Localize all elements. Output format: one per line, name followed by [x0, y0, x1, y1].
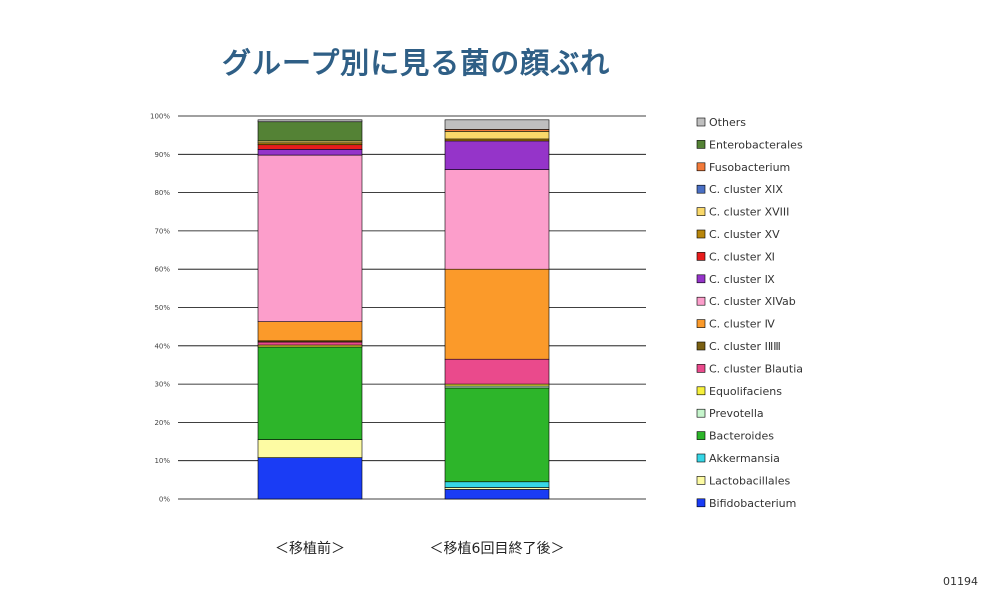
- y-tick-label: 40%: [154, 342, 170, 350]
- legend-swatch: [696, 364, 706, 373]
- bar-segment: [444, 268, 550, 360]
- legend-label: Lactobacillales: [709, 474, 790, 487]
- legend-label: Prevotella: [709, 407, 764, 420]
- y-tick-label: 70%: [154, 227, 170, 235]
- legend-label: Enterobacterales: [709, 138, 803, 151]
- bar-segment: [444, 358, 550, 385]
- legend-swatch: [696, 252, 706, 261]
- legend-swatch: [696, 498, 706, 508]
- bar-segment: [444, 387, 550, 483]
- legend-swatch: [696, 229, 706, 239]
- legend-label: C. cluster XIX: [709, 183, 783, 196]
- category-label: ＜移植6回目終了後＞: [430, 541, 565, 557]
- legend-label: C. cluster ⅠⅡⅢ: [709, 340, 781, 353]
- legend-swatch: [696, 207, 706, 216]
- bar-segment: [444, 169, 550, 270]
- legend-swatch: [696, 341, 706, 351]
- legend-swatch: [696, 476, 706, 485]
- bar-segment: [257, 439, 363, 458]
- bar-segment: [257, 149, 363, 156]
- y-tick-label: 20%: [154, 419, 170, 427]
- legend-swatch: [696, 319, 706, 328]
- bar-segment: [257, 154, 363, 322]
- legend-swatch: [696, 274, 706, 284]
- y-tick-label: 60%: [154, 266, 170, 274]
- bar-segment: [444, 140, 550, 170]
- category-label: ＜移植前＞: [275, 540, 345, 557]
- legend-swatch: [696, 162, 706, 172]
- legend-label: C. cluster XVIII: [709, 206, 789, 219]
- legend-swatch: [696, 386, 706, 396]
- legend-label: C. cluster Ⅺ: [709, 250, 775, 263]
- legend-swatch: [696, 140, 706, 149]
- y-tick-label: 90%: [154, 151, 170, 159]
- legend-label: C. cluster Ⅸ: [709, 273, 775, 286]
- legend-label: C. cluster Ⅳ: [709, 318, 776, 331]
- bar-segment: [444, 481, 550, 488]
- legend-swatch: [696, 296, 706, 306]
- bar-segment: [257, 119, 363, 123]
- y-tick-label: 50%: [154, 304, 170, 312]
- page-number: 01194: [943, 575, 978, 588]
- legend-label: Equolifaciens: [709, 385, 782, 398]
- legend-swatch: [696, 453, 706, 463]
- y-tick-label: 10%: [154, 457, 170, 465]
- legend-label: C. cluster XIVab: [709, 295, 796, 308]
- legend-swatch: [696, 117, 706, 127]
- y-tick-label: 30%: [154, 381, 170, 389]
- bar-segment: [444, 119, 550, 130]
- bar-segment: [444, 131, 550, 140]
- y-tick-label: 100%: [150, 113, 170, 121]
- bar-segment: [257, 341, 363, 346]
- legend-swatch: [696, 184, 706, 194]
- legend-label: Fusobacterium: [709, 161, 790, 174]
- legend-label: C. cluster XV: [709, 228, 780, 241]
- bar-segment: [257, 144, 363, 150]
- y-tick-label: 0%: [159, 496, 170, 504]
- bar-segment: [444, 489, 550, 500]
- legend-swatch: [696, 408, 706, 418]
- bar-segment: [257, 457, 363, 500]
- page-title: グループ別に見る菌の顔ぶれ: [222, 46, 611, 80]
- legend-label: Akkermansia: [709, 452, 780, 465]
- y-tick-label: 80%: [154, 189, 170, 197]
- legend-label: Bifidobacterium: [709, 497, 796, 510]
- legend-swatch: [696, 431, 706, 440]
- legend-label: Others: [709, 116, 746, 129]
- bar-segment: [257, 121, 363, 142]
- bar-segment: [257, 321, 363, 342]
- bar-segment: [257, 346, 363, 440]
- legend-label: C. cluster Blautia: [709, 362, 803, 375]
- legend-label: Bacteroides: [709, 430, 774, 443]
